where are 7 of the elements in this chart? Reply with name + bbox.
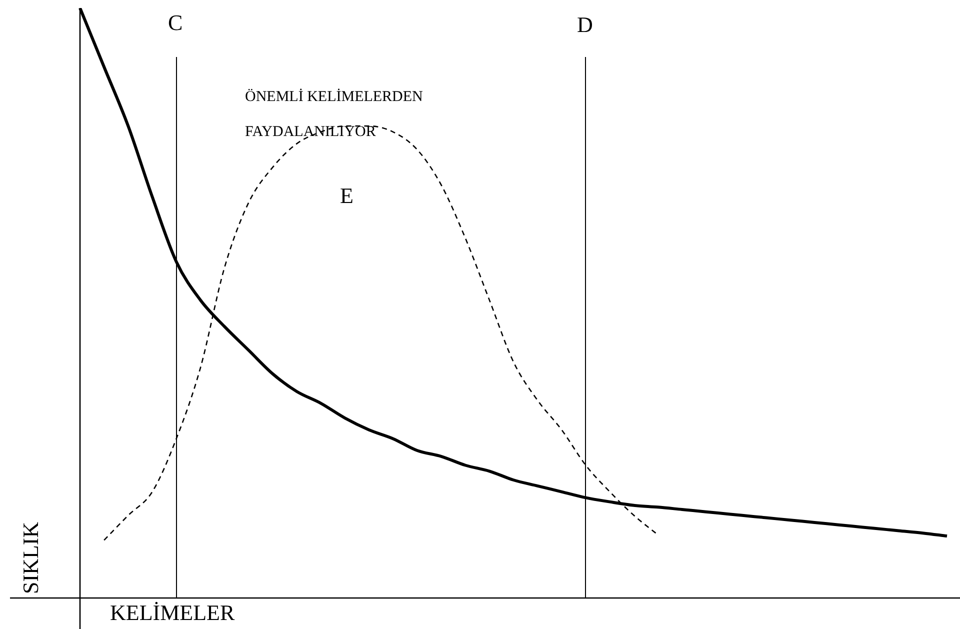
annotation: ÖNEMLİ KELİMELERDEN <box>245 89 423 106</box>
annotation: FAYDALANILIYOR <box>245 124 376 141</box>
x-axis-title: KELİMELER <box>110 600 235 626</box>
y-axis-title: SIKLIK <box>18 522 44 594</box>
annotation: D <box>577 12 593 38</box>
annotation: C <box>168 10 183 36</box>
annotation: E <box>340 183 354 209</box>
